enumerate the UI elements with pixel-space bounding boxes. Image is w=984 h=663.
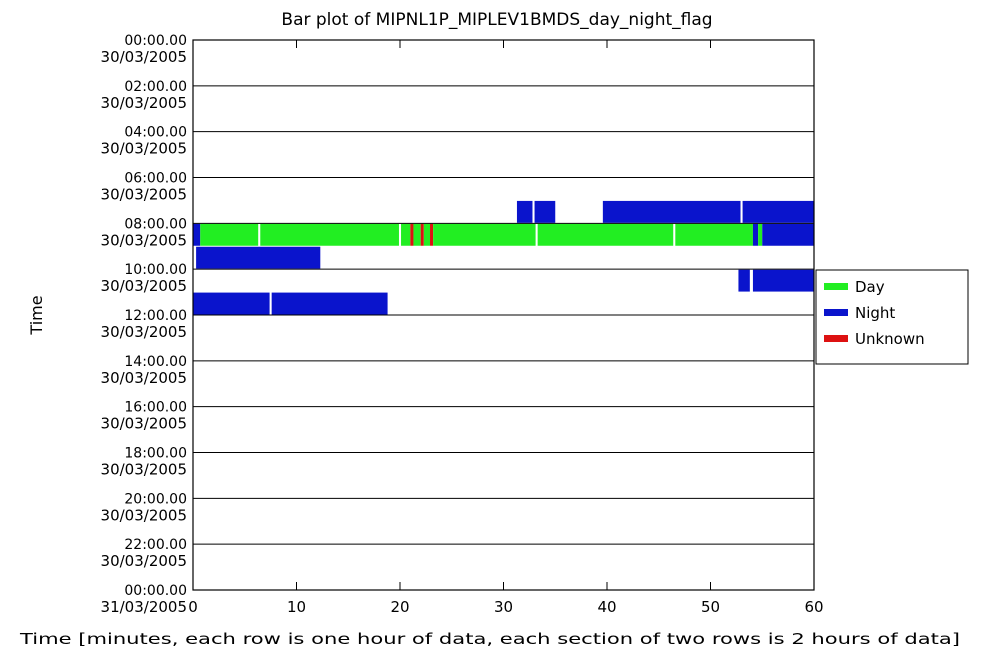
y-tick-date: 30/03/2005 [101,323,187,341]
y-tick-date: 30/03/2005 [101,94,187,112]
y-axis-label: Time [27,295,46,335]
y-tick-time: 22:00.00 [124,537,187,553]
x-tick-label: 60 [804,598,823,616]
legend-swatch-night [824,309,848,316]
y-tick-time: 00:00.00 [124,583,187,599]
y-tick-time: 00:00.00 [124,33,187,49]
y-tick-time: 04:00.00 [124,125,187,141]
legend-swatch-unknown [824,335,848,342]
bar-segment-night [271,292,388,315]
y-tick-date: 30/03/2005 [101,415,187,433]
bar-segment-night [738,269,750,292]
x-tick-label: 50 [701,598,720,616]
y-tick-time: 10:00.00 [124,262,187,278]
y-tick-date: 30/03/2005 [101,461,187,479]
y-tick-time: 16:00.00 [124,400,187,416]
y-tick-time: 18:00.00 [124,446,187,462]
y-tick-date: 30/03/2005 [101,48,187,66]
bar-segment-night [752,269,814,292]
y-tick-time: 20:00.00 [124,491,187,507]
y-tick-date: 30/03/2005 [101,277,187,295]
bar-segment-day [413,223,421,246]
y-axis: 00:00.0030/03/200502:00.0030/03/200504:0… [101,33,187,616]
y-tick-date: 30/03/2005 [101,186,187,204]
bar-segment-night [193,223,201,246]
legend-label-day: Day [855,278,885,296]
x-tick-label: 30 [494,598,513,616]
y-tick-time: 02:00.00 [124,79,187,95]
bar-segment-night [752,223,759,246]
bar-segment-day [433,223,536,246]
y-tick-time: 08:00.00 [124,216,187,232]
bar-segment-day [675,223,753,246]
x-tick-label: 0 [188,598,198,616]
bar-segment-night [602,200,741,223]
x-tick-label: 10 [287,598,306,616]
y-tick-date: 30/03/2005 [101,369,187,387]
y-tick-time: 12:00.00 [124,308,187,324]
legend-swatch-day [824,283,848,290]
bar-segment-day [260,223,399,246]
bar-segment-day [758,223,763,246]
bar-segment-day [537,223,674,246]
bar-segment-night [534,200,556,223]
x-axis-label: Time [minutes, each row is one hour of d… [19,630,960,648]
bars-layer [193,200,814,315]
legend-label-unknown: Unknown [855,330,925,348]
bar-segment-day [401,223,411,246]
y-tick-time: 14:00.00 [124,354,187,370]
bar-segment-unknown [430,223,434,246]
legend: Day Night Unknown [815,269,969,365]
x-tick-label: 20 [390,598,409,616]
y-tick-time: 06:00.00 [124,171,187,187]
legend-label-night: Night [855,304,895,322]
section-dividers [193,85,814,545]
y-tick-date: 30/03/2005 [101,506,187,524]
bar-segment-night [516,200,533,223]
bar-segment-night [196,246,321,269]
bar-segment-night [742,200,814,223]
y-tick-date: 30/03/2005 [101,140,187,158]
bar-segment-night [193,292,270,315]
bar-segment-unknown [420,223,424,246]
y-tick-date: 30/03/2005 [101,231,187,249]
bar-segment-night [762,223,814,246]
y-tick-date: 30/03/2005 [101,552,187,570]
bar-segment-unknown [410,223,414,246]
x-axis: 0 10 20 30 40 50 60 [188,40,824,616]
x-tick-label: 40 [597,598,616,616]
bar-segment-day [423,223,431,246]
chart-title: Bar plot of MIPNL1P_MIPLEV1BMDS_day_nigh… [281,10,712,30]
bar-segment-day [200,223,259,246]
y-tick-date: 31/03/2005 [101,598,187,616]
